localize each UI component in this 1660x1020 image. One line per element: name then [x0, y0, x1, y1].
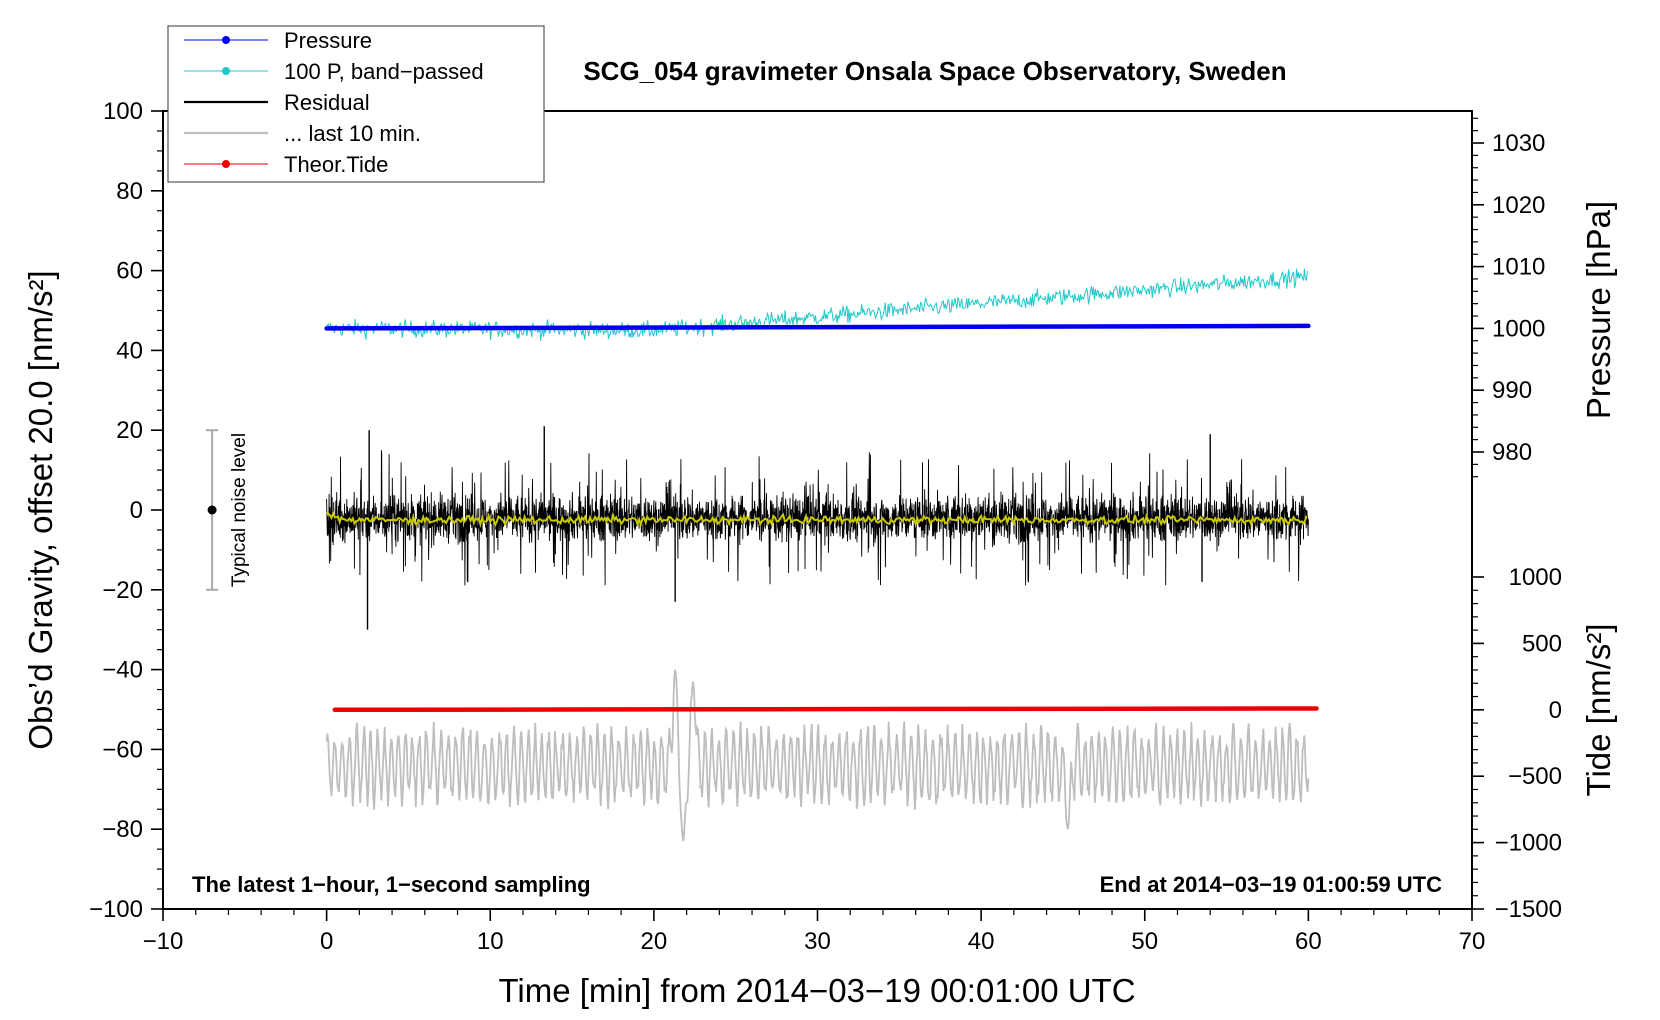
noise-level-label: Typical noise level: [229, 433, 250, 587]
x-tick-label-7: 60: [1295, 928, 1322, 955]
axes-layer: −10 0 10 20 30 40 50 60 70−100−80−60−40−20020406…: [89, 98, 1562, 955]
x-tick-label-8: 70: [1459, 928, 1486, 955]
x-tick-label-5: 40: [968, 928, 995, 955]
pressure-tick-label-2: 1000: [1492, 315, 1545, 342]
tide-tick-label-5: 1000: [1509, 564, 1562, 591]
y-tick-label-3: −40: [102, 657, 143, 684]
pressure-tick-label-3: 1010: [1492, 254, 1545, 281]
y-tick-label-7: 40: [116, 337, 143, 364]
series-layer: [324, 268, 1319, 842]
noise-indicator: Typical noise level: [206, 429, 250, 591]
legend-label-4: Theor.Tide: [284, 152, 388, 177]
x-tick-label-0: −10: [143, 928, 184, 955]
pressure-tick-label-5: 1030: [1492, 130, 1545, 157]
legend-marker-0: [222, 36, 230, 44]
tide-tick-label-3: 0: [1549, 697, 1562, 724]
tide-tick-label-4: 500: [1522, 630, 1562, 657]
tide-tick-label-1: −1000: [1495, 830, 1562, 857]
y-tick-label-5: 0: [130, 497, 143, 524]
series-bandpassed-pressure: [326, 268, 1308, 341]
x-tick-label-4: 30: [804, 928, 831, 955]
y-axis-label-tide: Tide [nm/s²]: [1580, 624, 1617, 797]
series-residual: [326, 450, 1309, 586]
y-axis-label-left: Obs’d Gravity, offset 20.0 [nm/s²]: [22, 270, 59, 749]
legend-label-1: 100 P, band−passed: [284, 59, 484, 84]
legend-label-3: ... last 10 min.: [284, 121, 421, 146]
series-last-10-min: [325, 669, 1310, 842]
series-residual-smoothed: [326, 510, 1308, 529]
pressure-tick-label-1: 990: [1492, 377, 1532, 404]
x-tick-label-3: 20: [641, 928, 668, 955]
y-tick-label-0: −100: [89, 896, 143, 923]
legend-marker-1: [222, 67, 230, 75]
annotation-latest-hour: The latest 1−hour, 1−second sampling: [192, 872, 591, 897]
y-tick-label-1: −80: [102, 816, 143, 843]
legend: Pressure 100 P, band−passed Residual ... la…: [167, 25, 545, 183]
legend-marker-4: [222, 160, 230, 168]
x-tick-label-2: 10: [477, 928, 504, 955]
legend-box: [167, 25, 545, 183]
y-tick-label-2: −60: [102, 736, 143, 763]
y-tick-label-4: −20: [102, 577, 143, 604]
x-tick-label-1: 0: [320, 928, 333, 955]
y-tick-label-9: 80: [116, 178, 143, 205]
tide-tick-label-0: −1500: [1495, 896, 1562, 923]
pressure-tick-label-4: 1020: [1492, 192, 1545, 219]
x-tick-label-6: 50: [1131, 928, 1158, 955]
series-theoretical-tide: [332, 706, 1319, 713]
x-axis-label: Time [min] from 2014−03−19 00:01:00 UTC: [498, 972, 1135, 1009]
tide-tick-label-2: −500: [1508, 763, 1562, 790]
chart-title: SCG_054 gravimeter Onsala Space Observat…: [583, 56, 1286, 86]
annotation-end-time: End at 2014−03−19 01:00:59 UTC: [1100, 872, 1443, 897]
legend-label-2: Residual: [284, 90, 370, 115]
series-pressure: [324, 323, 1311, 331]
pressure-tick-label-0: 980: [1492, 439, 1532, 466]
y-tick-label-8: 60: [116, 258, 143, 285]
y-tick-label-10: 100: [103, 98, 143, 125]
legend-label-0: Pressure: [284, 28, 372, 53]
y-axis-label-pressure: Pressure [hPa]: [1580, 201, 1617, 419]
y-tick-label-6: 20: [116, 417, 143, 444]
noise-bar-center-dot: [207, 505, 217, 515]
